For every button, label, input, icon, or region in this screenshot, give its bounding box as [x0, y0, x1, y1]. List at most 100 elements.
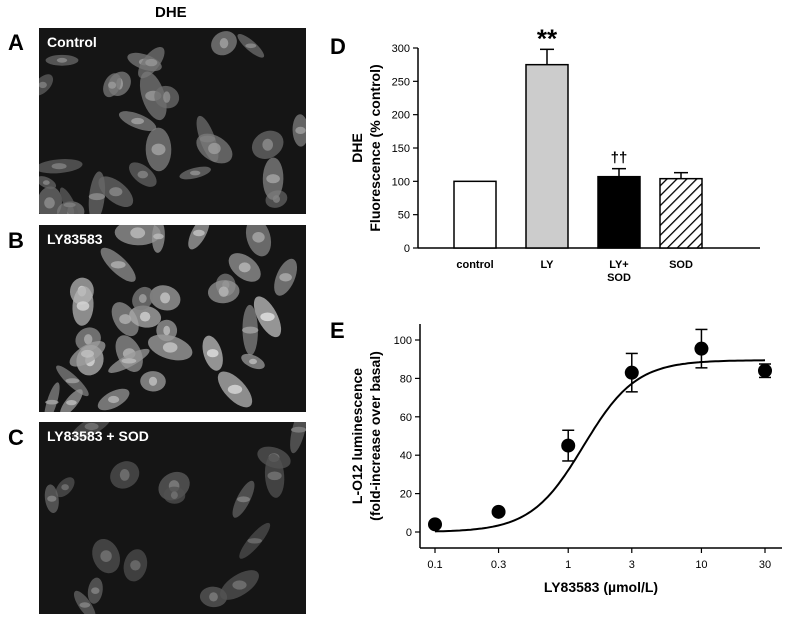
cell-nucleus — [163, 325, 171, 336]
panel-letter-b: B — [8, 228, 24, 253]
x-tick-label: 30 — [759, 559, 771, 571]
bar-2 — [597, 175, 641, 249]
micrograph-ly83583: LY83583 — [39, 225, 306, 412]
cell-nucleus — [91, 587, 100, 594]
cell-nucleus — [66, 400, 77, 406]
cell-nucleus — [252, 232, 265, 243]
cell-nucleus — [193, 229, 205, 237]
cell-nucleus — [291, 426, 306, 433]
cell-nucleus — [108, 81, 117, 89]
micrograph-background — [39, 28, 306, 214]
cell-nucleus — [245, 43, 257, 49]
data-point — [428, 517, 442, 532]
bar-1 — [525, 63, 569, 249]
y-axis-title-line1: L-O12 luminescence — [349, 368, 365, 504]
panel-letter-a: A — [8, 30, 24, 55]
cell-nucleus — [218, 286, 229, 297]
x-tick-label: 0.1 — [427, 559, 442, 571]
cell-nucleus — [130, 227, 146, 239]
cell-nucleus — [162, 342, 178, 353]
y-tick-label: 80 — [400, 373, 412, 385]
significance-marker: †† — [611, 150, 628, 167]
cell-nucleus — [279, 273, 292, 282]
cell-nucleus — [232, 580, 247, 590]
y-tick-label: 20 — [400, 489, 412, 501]
data-point — [694, 341, 709, 356]
cell-nucleus — [44, 197, 55, 209]
cell-nucleus — [148, 376, 158, 386]
cell-nucleus — [153, 233, 164, 240]
micrograph-ly83583-sod: LY83583 + SOD — [39, 422, 306, 614]
cell-nucleus — [190, 170, 201, 176]
y-axis-title-line1: DHE — [349, 133, 365, 163]
cell-nucleus — [137, 170, 149, 179]
micrograph-ly83583-image — [39, 225, 306, 412]
panel-letter-c: C — [8, 425, 24, 450]
micrograph-control: Control — [39, 28, 306, 214]
cell-nucleus — [209, 592, 218, 602]
cell-nucleus — [237, 496, 250, 503]
cell-nucleus — [88, 193, 105, 201]
dhe-column-header: DHE — [155, 4, 187, 21]
cell-nucleus — [145, 58, 158, 67]
y-tick-label: 40 — [400, 450, 412, 462]
y-tick-label: 300 — [392, 43, 410, 55]
y-tick-label: 150 — [392, 143, 410, 155]
cell-nucleus — [109, 187, 123, 197]
cell-nucleus — [163, 91, 171, 103]
category-label: SOD — [607, 272, 631, 284]
cell-nucleus — [208, 142, 221, 155]
micrograph-ly83583-sod-label: LY83583 + SOD — [47, 428, 149, 444]
cell-nucleus — [39, 81, 47, 89]
x-tick-label: 3 — [629, 559, 635, 571]
cell-nucleus — [42, 180, 50, 185]
cell-nucleus — [61, 484, 69, 491]
cell-nucleus — [267, 471, 282, 481]
bar-chart-dhe: 050100150200250300control**LY††LY+SODSOD… — [349, 23, 760, 284]
y-tick-label: 100 — [392, 176, 410, 188]
cell-nucleus — [160, 292, 171, 304]
data-point — [491, 504, 506, 519]
cell-nucleus — [76, 301, 90, 311]
data-point — [561, 438, 576, 453]
cell-nucleus — [249, 358, 257, 365]
cell-nucleus — [295, 126, 306, 134]
cell-nucleus — [170, 491, 178, 499]
bar-3 — [659, 177, 703, 249]
cell-nucleus — [51, 163, 67, 170]
cell-nucleus — [108, 395, 120, 404]
cell-nucleus — [238, 262, 251, 273]
cell-nucleus — [131, 117, 144, 125]
cell-nucleus — [260, 312, 275, 322]
micrograph-control-image — [39, 28, 306, 214]
x-axis-title: LY83583 (µmol/L) — [544, 579, 658, 595]
cell-nucleus — [121, 358, 137, 364]
panel-letter-e: E — [330, 318, 345, 343]
cell-nucleus — [139, 311, 151, 322]
panel-letter-d: D — [330, 34, 346, 59]
cell-nucleus — [227, 384, 243, 394]
cell-nucleus — [119, 314, 132, 325]
x-tick-label: 1 — [565, 559, 571, 571]
y-tick-label: 0 — [404, 243, 410, 255]
cell-nucleus — [138, 294, 147, 303]
cell-nucleus — [45, 399, 59, 405]
cell-nucleus — [219, 38, 229, 49]
cell-nucleus — [262, 138, 273, 151]
cell-nucleus — [206, 349, 219, 358]
cell-nucleus — [84, 334, 93, 345]
micrograph-ly83583-label: LY83583 — [47, 231, 103, 247]
y-tick-label: 60 — [400, 412, 412, 424]
bar-0 — [453, 180, 497, 249]
cell-nucleus — [119, 469, 130, 481]
fit-curve — [434, 359, 766, 533]
cell-nucleus — [110, 261, 126, 269]
y-axis-title-line2: Fluorescence (% control) — [367, 64, 383, 231]
cell-nucleus — [47, 495, 57, 502]
category-label: control — [456, 259, 493, 271]
dose-response-chart: 0 20 40 60 80 100 0.1 0.3 1 3 10 30 LY83583 (µmol/L)… — [349, 324, 782, 595]
y-axis-title-line2: (fold-increase over basal) — [367, 351, 383, 521]
data-point — [758, 363, 772, 378]
cell-nucleus — [247, 538, 262, 544]
cell-nucleus — [130, 560, 141, 571]
